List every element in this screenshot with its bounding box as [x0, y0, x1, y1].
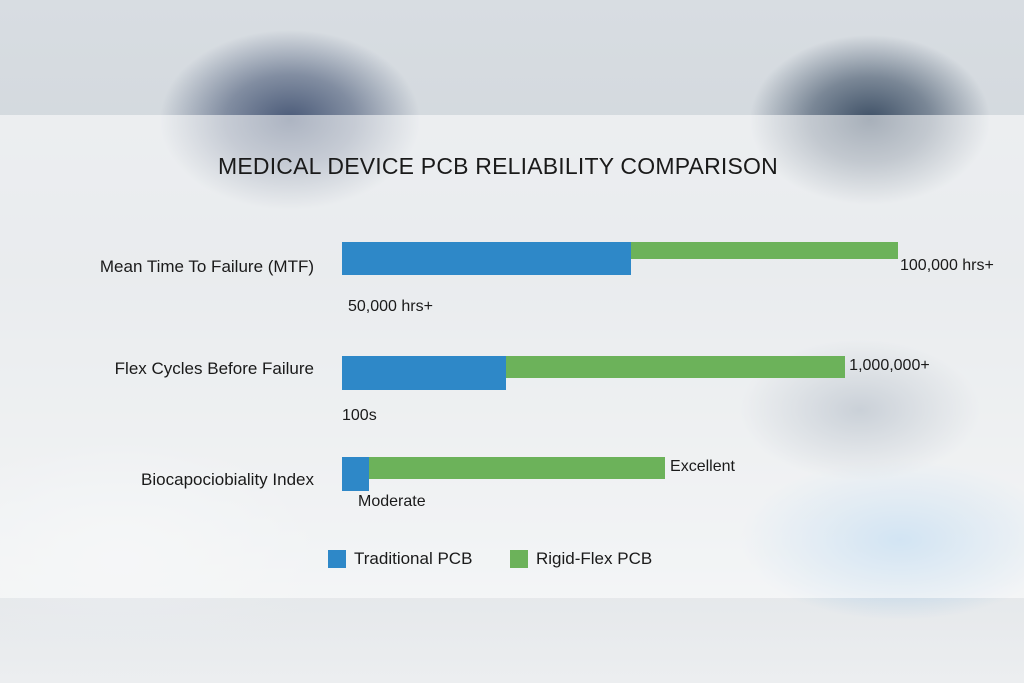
data-label-traditional: 100s	[342, 407, 377, 424]
bar-rigid-flex	[506, 356, 846, 378]
bar-traditional	[342, 457, 370, 491]
bar-rigid-flex	[369, 457, 666, 479]
legend-swatch-rigid-flex	[510, 550, 528, 568]
data-label-rigid-flex: 1,000,000+	[849, 357, 930, 374]
legend-swatch-traditional	[328, 550, 346, 568]
bar-traditional	[342, 356, 507, 390]
data-label-rigid-flex: 100,000 hrs+	[900, 257, 994, 274]
category-label: Biocapociobiality Index	[141, 470, 314, 489]
legend-label-rigid-flex: Rigid-Flex PCB	[536, 549, 653, 568]
data-label-rigid-flex: Excellent	[670, 458, 735, 475]
bar-rigid-flex	[631, 242, 898, 259]
legend-item-rigid-flex: Rigid-Flex PCB	[510, 549, 652, 569]
data-label-traditional: Moderate	[358, 493, 426, 510]
legend-label-traditional: Traditional PCB	[354, 549, 473, 568]
category-label: Flex Cycles Before Failure	[114, 359, 314, 378]
chart-title: MEDICAL DEVICE PCB RELIABILITY COMPARISO…	[218, 153, 778, 179]
bar-traditional	[342, 242, 632, 275]
data-label-traditional: 50,000 hrs+	[348, 298, 433, 315]
category-label: Mean Time To Failure (MTF)	[99, 257, 314, 276]
legend-item-traditional: Traditional PCB	[328, 549, 472, 569]
